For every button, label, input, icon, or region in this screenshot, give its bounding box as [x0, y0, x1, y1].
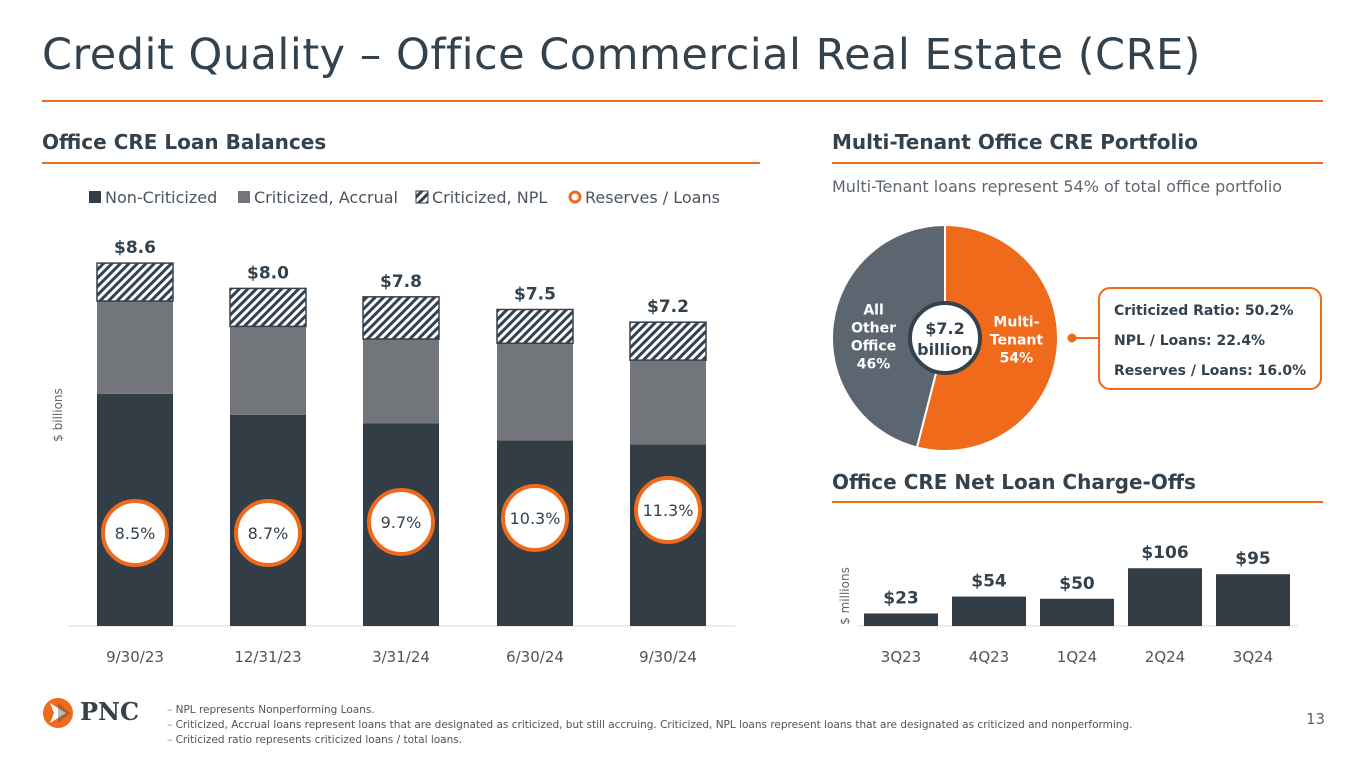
reserves-marker — [234, 499, 302, 567]
reserves-label: 11.3% — [643, 501, 694, 520]
title-rule — [42, 100, 1323, 102]
legend-swatch-criticized-npl — [415, 190, 429, 204]
loan-balances-bars: $8.6 8.5% 9/30/23 $8.0 8.7% 12/31/23 $7.8 9.7% 3… — [96, 238, 707, 666]
pie-slice-label: 46% — [857, 357, 891, 373]
pnc-logo: PNC — [40, 695, 150, 731]
pie-center-unit: billion — [917, 340, 973, 359]
footnote: Criticized ratio represents criticized l… — [167, 733, 1132, 748]
loan-balances-ylabel: $ billions — [51, 388, 65, 442]
bar-segment-criticized-accrual — [230, 326, 306, 415]
bar-segment-criticized-npl — [496, 308, 574, 345]
bar-segment-criticized-accrual — [363, 339, 439, 424]
legend-label-criticized-accrual: Criticized, Accrual — [254, 188, 398, 207]
charge-offs-bars: $23 3Q23 $54 4Q23 $50 1Q24 $106 2Q24 $95 3Q24 — [864, 543, 1290, 666]
reserves-label: 10.3% — [510, 509, 561, 528]
x-tick-label: 12/31/23 — [234, 648, 301, 666]
charge-off-bar — [952, 596, 1026, 626]
loan-balances-legend: Non-Criticized Criticized, Accrual Criti… — [89, 188, 720, 207]
metric-criticized-ratio: Criticized Ratio: 50.2% — [1114, 303, 1294, 319]
reserves-label: 8.7% — [248, 524, 289, 543]
pie-slice-label: Tenant — [990, 332, 1044, 348]
x-tick-label: 3/31/24 — [372, 648, 430, 666]
x-tick-label: 3Q23 — [881, 648, 921, 666]
legend-label-criticized-npl: Criticized, NPL — [432, 188, 547, 207]
pie-callout-dot — [1067, 333, 1077, 343]
bar-segment-criticized-npl — [96, 262, 174, 302]
reserves-marker — [367, 488, 435, 556]
pie-slice-label: Office — [851, 339, 896, 355]
charge-off-bar — [1128, 568, 1202, 626]
portfolio-pie: Multi- Tenant 54% All Other Office 46% $7.2 bill… — [831, 223, 1059, 452]
reserves-marker — [634, 476, 702, 544]
footnote: Criticized, Accrual loans represent loan… — [167, 718, 1133, 733]
x-tick-label: 1Q24 — [1057, 648, 1097, 666]
legend-label-non-criticized: Non-Criticized — [105, 188, 217, 207]
charge-offs-rule — [832, 501, 1323, 503]
charge-off-value-label: $106 — [1141, 543, 1188, 563]
page-number: 13 — [1306, 710, 1326, 728]
bar-total-label: $8.0 — [247, 263, 289, 283]
pie-slice-label: Other — [851, 321, 896, 337]
footnotes: NPL represents Nonperforming Loans. Crit… — [167, 703, 1133, 748]
portfolio-title: Multi-Tenant Office CRE Portfolio — [832, 130, 1198, 154]
x-tick-label: 2Q24 — [1145, 648, 1185, 666]
pie-center — [908, 301, 982, 375]
pie-slice-all-other — [831, 223, 946, 449]
charge-offs-ylabel: $ millions — [838, 567, 852, 625]
x-tick-label: 9/30/23 — [106, 648, 164, 666]
metric-reserves-loans: Reserves / Loans: 16.0% — [1114, 363, 1307, 379]
bar-segment-criticized-accrual — [497, 343, 573, 441]
portfolio-subtitle: Multi-Tenant loans represent 54% of tota… — [832, 177, 1283, 196]
pie-slice-label: Multi- — [993, 314, 1039, 330]
metric-npl-loans: NPL / Loans: 22.4% — [1114, 333, 1266, 349]
bar-segment-criticized-npl — [629, 321, 707, 361]
bar-segment-criticized-accrual — [630, 360, 706, 445]
charge-off-bar — [864, 613, 938, 626]
page-title: Credit Quality – Office Commercial Real … — [42, 30, 1201, 80]
charge-off-value-label: $23 — [883, 588, 919, 608]
reserves-label: 9.7% — [381, 513, 422, 532]
bar-total-label: $7.8 — [380, 272, 422, 292]
pnc-logo-text: PNC — [80, 697, 140, 726]
legend-swatch-reserves — [568, 190, 582, 204]
reserves-label: 8.5% — [115, 524, 156, 543]
reserves-marker — [501, 484, 569, 552]
reserves-marker — [101, 499, 169, 567]
charge-off-value-label: $50 — [1059, 574, 1095, 594]
bar-segment-criticized-npl — [229, 287, 307, 328]
bar-total-label: $7.5 — [514, 285, 556, 305]
charge-offs-title: Office CRE Net Loan Charge-Offs — [832, 470, 1196, 494]
footnote: NPL represents Nonperforming Loans. — [167, 703, 1132, 718]
charge-off-bar — [1216, 574, 1290, 626]
bar-segment-criticized-accrual — [97, 301, 173, 394]
legend-swatch-non-criticized — [89, 191, 101, 203]
pie-center-value: $7.2 — [925, 319, 964, 338]
loan-balances-rule — [42, 162, 760, 164]
loan-balances-title: Office CRE Loan Balances — [42, 130, 327, 154]
portfolio-metrics-box: Criticized Ratio: 50.2% NPL / Loans: 22.… — [1098, 287, 1322, 390]
charge-off-value-label: $95 — [1235, 549, 1271, 569]
pnc-logo-mark-icon — [43, 698, 73, 728]
portfolio-rule — [832, 162, 1323, 164]
pie-slice-label: 54% — [1000, 350, 1034, 366]
x-tick-label: 9/30/24 — [639, 648, 697, 666]
charge-off-value-label: $54 — [971, 572, 1007, 592]
bar-total-label: $7.2 — [647, 297, 689, 317]
charge-off-bar — [1040, 598, 1114, 626]
x-tick-label: 4Q23 — [969, 648, 1009, 666]
bar-segment-criticized-npl — [362, 296, 440, 340]
legend-swatch-criticized-accrual — [238, 191, 250, 203]
pie-slice-multi-tenant — [915, 223, 1059, 452]
bar-total-label: $8.6 — [114, 238, 156, 258]
legend-label-reserves: Reserves / Loans — [585, 188, 720, 207]
x-tick-label: 6/30/24 — [506, 648, 564, 666]
x-tick-label: 3Q24 — [1233, 648, 1273, 666]
pie-slice-label: All — [863, 303, 883, 319]
